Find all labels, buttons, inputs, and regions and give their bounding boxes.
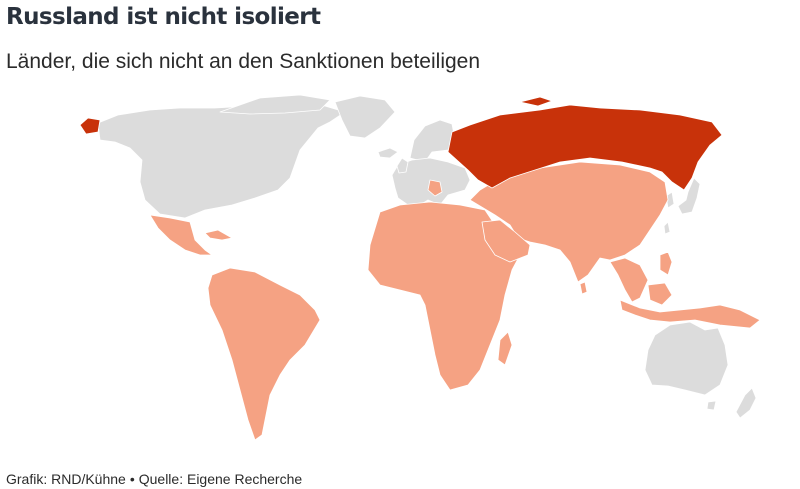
region-mexico-central-america <box>149 214 213 256</box>
region-greenland <box>334 95 396 139</box>
region-south-america <box>207 267 321 441</box>
world-map <box>79 94 761 441</box>
region-sri-lanka <box>579 281 588 295</box>
region-asia-middle-east <box>469 161 669 283</box>
region-philippines <box>659 251 673 276</box>
region-africa <box>367 201 521 391</box>
region-alaska-highlight <box>79 117 101 135</box>
non-sanctioning-countries <box>149 161 761 441</box>
region-russia <box>447 104 723 191</box>
region-canada-usa <box>97 103 346 219</box>
region-taiwan <box>663 221 671 235</box>
region-japan <box>677 177 701 215</box>
region-indonesia <box>619 299 761 329</box>
region-balkans <box>427 179 443 197</box>
region-uk-ireland <box>396 157 409 174</box>
region-arabian-peninsula <box>481 219 531 263</box>
region-iceland <box>377 147 399 159</box>
region-southeast-asia <box>609 257 649 303</box>
region-caribbean <box>204 229 233 241</box>
region-scandinavia <box>409 119 456 163</box>
region-arctic-islands <box>219 94 331 115</box>
region-madagascar <box>497 331 513 366</box>
footer-separator: • <box>129 471 135 487</box>
region-south-korea <box>665 191 675 209</box>
footer-source: Quelle: Eigene Recherche <box>138 471 303 487</box>
region-borneo <box>647 282 673 306</box>
map-title: Russland ist nicht isoliert <box>6 4 321 30</box>
region-tasmania <box>706 400 717 411</box>
russia <box>79 96 723 191</box>
region-new-zealand <box>735 387 757 419</box>
region-russia-islands <box>519 96 553 107</box>
map-footer: Grafik: RND/Kühne • Quelle: Eigene Recherc… <box>6 471 302 487</box>
map-subtitle: Länder, die sich nicht an den Sanktionen… <box>6 50 481 73</box>
region-australia <box>644 321 729 396</box>
sanctioning-countries <box>97 94 757 419</box>
footer-credit: Grafik: RND/Kühne <box>6 471 126 487</box>
